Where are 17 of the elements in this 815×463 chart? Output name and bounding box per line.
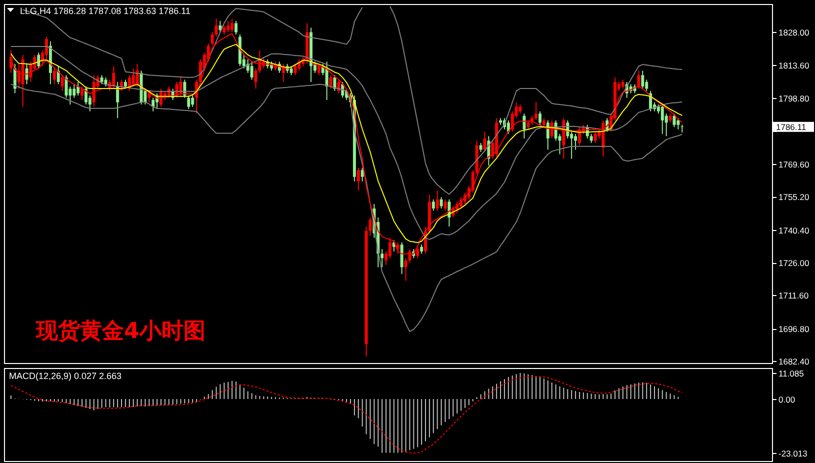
chart-title: MACD(12,26,9) 0.027 2.663 bbox=[9, 371, 122, 381]
y-tick-label: 11.085 bbox=[778, 368, 804, 378]
y-tick-label: 1798.80 bbox=[778, 94, 810, 104]
y-tick-label: 1769.60 bbox=[778, 160, 810, 170]
annotation: 现货黄金4小时图 bbox=[35, 319, 206, 344]
y-tick-label: 1755.20 bbox=[778, 192, 810, 202]
y-tick-label: 1740.40 bbox=[778, 226, 810, 236]
chart-title: LLG,H4 1786.28 1787.08 1783.63 1786.11 bbox=[20, 6, 190, 16]
y-tick-label: 1711.60 bbox=[778, 290, 809, 301]
y-tick-label: 1726.00 bbox=[778, 258, 810, 268]
y-tick-label: 1682.40 bbox=[778, 356, 810, 367]
y-tick-label: 1696.80 bbox=[778, 324, 810, 334]
y-tick-label: 0.00 bbox=[778, 394, 796, 404]
text: 1786.11 bbox=[776, 122, 806, 132]
y-tick-label: 1813.60 bbox=[778, 60, 810, 70]
y-tick-label: -23.013 bbox=[778, 448, 808, 459]
y-tick-label: 1828.00 bbox=[778, 28, 810, 38]
